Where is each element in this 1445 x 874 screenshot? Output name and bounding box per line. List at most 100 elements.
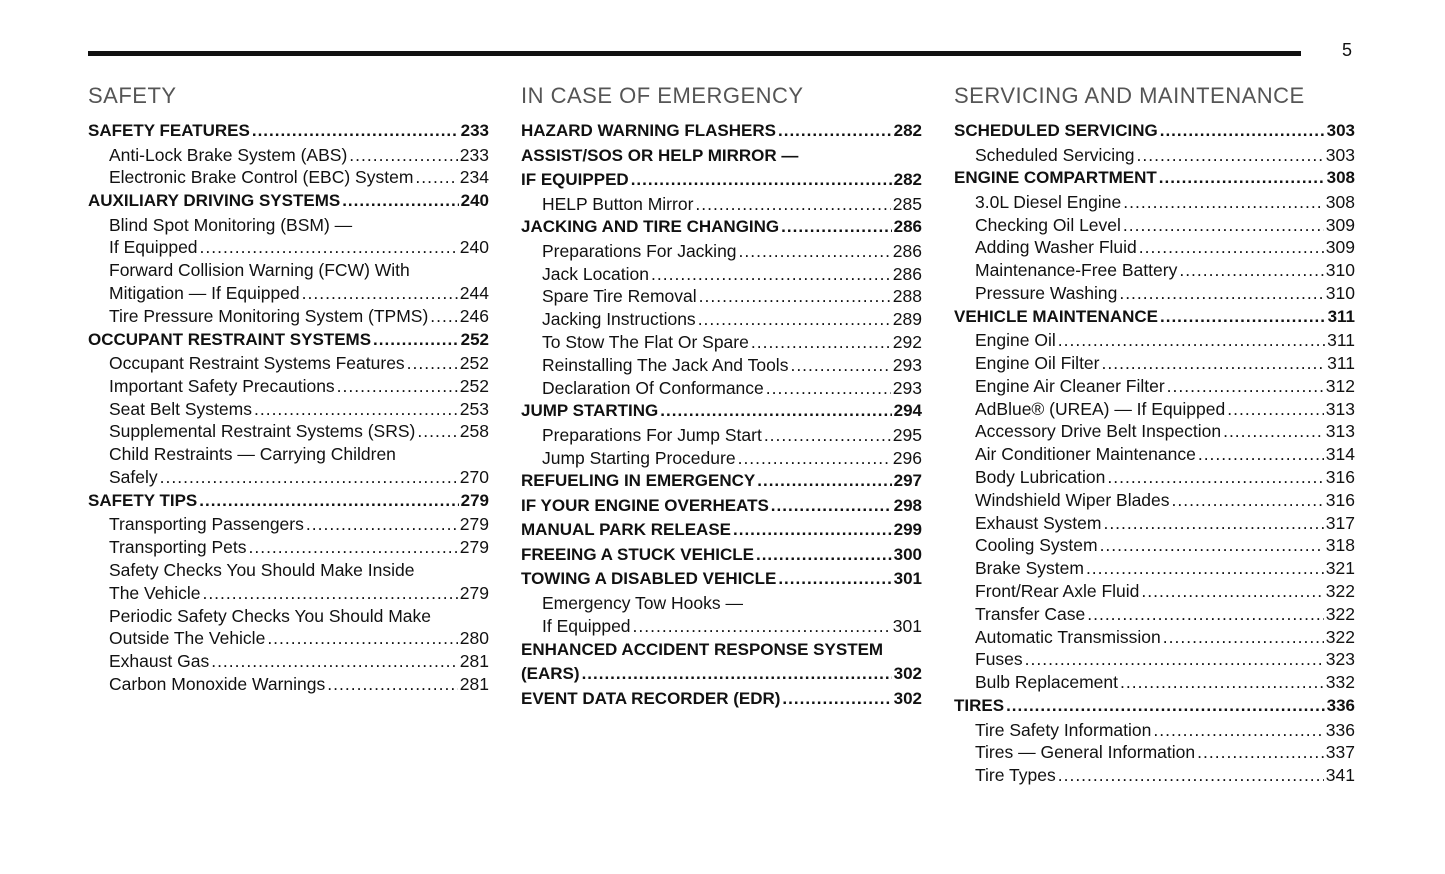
- toc-entry[interactable]: The Vehicle 279: [88, 582, 489, 605]
- toc-entry[interactable]: Transporting Pets 279: [88, 536, 489, 559]
- entry-page-number: 240: [459, 237, 489, 258]
- entry-page-number: 308: [1326, 168, 1355, 188]
- toc-entry[interactable]: Outside The Vehicle 280: [88, 627, 489, 650]
- toc-entry[interactable]: OCCUPANT RESTRAINT SYSTEMS 252: [88, 328, 489, 353]
- entry-title: Jacking Instructions: [542, 309, 696, 330]
- toc-entry[interactable]: IF EQUIPPED 282: [521, 168, 922, 193]
- toc-entry[interactable]: Mitigation — If Equipped 244: [88, 282, 489, 305]
- entry-title: Fuses: [975, 649, 1023, 670]
- toc-entry[interactable]: Declaration Of Conformance 293: [521, 377, 922, 400]
- toc-entry[interactable]: Seat Belt Systems 253: [88, 398, 489, 421]
- toc-entry[interactable]: SCHEDULED SERVICING 303: [954, 119, 1355, 144]
- toc-entry[interactable]: Safely 270: [88, 466, 489, 489]
- entry-page-number: 286: [893, 217, 922, 237]
- dot-leader: [782, 687, 891, 712]
- toc-entry[interactable]: (EARS) 302: [521, 662, 922, 687]
- toc-entry[interactable]: JUMP STARTING 294: [521, 399, 922, 424]
- toc-entry[interactable]: If Equipped 240: [88, 236, 489, 259]
- toc-entry[interactable]: Preparations For Jump Start 295: [521, 424, 922, 447]
- toc-entry[interactable]: Front/Rear Axle Fluid 322: [954, 580, 1355, 603]
- toc-entry[interactable]: Engine Oil 311: [954, 329, 1355, 352]
- toc-entry[interactable]: Checking Oil Level 309: [954, 214, 1355, 237]
- toc-entry[interactable]: Important Safety Precautions 252: [88, 375, 489, 398]
- dot-leader: [1087, 603, 1324, 626]
- toc-entry[interactable]: TIRES 336: [954, 694, 1355, 719]
- dot-leader: [733, 518, 892, 543]
- toc-entry[interactable]: Jump Starting Procedure 296: [521, 447, 922, 470]
- toc-entry[interactable]: EVENT DATA RECORDER (EDR) 302: [521, 687, 922, 712]
- entry-page-number: 288: [892, 286, 922, 307]
- toc-entry[interactable]: Exhaust System 317: [954, 512, 1355, 535]
- toc-entry[interactable]: Body Lubrication 316: [954, 466, 1355, 489]
- toc-entry[interactable]: Jacking Instructions 289: [521, 308, 922, 331]
- entry-page-number: 316: [1325, 467, 1355, 488]
- toc-entry[interactable]: MANUAL PARK RELEASE 299: [521, 518, 922, 543]
- toc-entry[interactable]: AUXILIARY DRIVING SYSTEMS 240: [88, 189, 489, 214]
- toc-entry[interactable]: Transporting Passengers 279: [88, 513, 489, 536]
- entry-title: Engine Air Cleaner Filter: [975, 375, 1165, 396]
- toc-entry[interactable]: Windshield Wiper Blades 316: [954, 489, 1355, 512]
- toc-entry[interactable]: Reinstalling The Jack And Tools 293: [521, 354, 922, 377]
- toc-entry[interactable]: SAFETY FEATURES 233: [88, 119, 489, 144]
- dot-leader: [660, 399, 891, 424]
- toc-entry[interactable]: Occupant Restraint Systems Features 252: [88, 352, 489, 375]
- entry-page-number: 289: [892, 309, 922, 330]
- toc-entry[interactable]: HELP Button Mirror 285: [521, 193, 922, 216]
- toc-entry[interactable]: Bulb Replacement 332: [954, 671, 1355, 694]
- toc-entry[interactable]: Maintenance-Free Battery 310: [954, 259, 1355, 282]
- toc-entry[interactable]: VEHICLE MAINTENANCE 311: [954, 305, 1355, 330]
- toc-entry[interactable]: Jack Location 286: [521, 263, 922, 286]
- toc-entry[interactable]: ENGINE COMPARTMENT 308: [954, 166, 1355, 191]
- toc-entry[interactable]: Accessory Drive Belt Inspection 313: [954, 420, 1355, 443]
- entry-page-number: 281: [459, 673, 489, 694]
- toc-entry[interactable]: Tire Pressure Monitoring System (TPMS) 24…: [88, 305, 489, 328]
- toc-entry[interactable]: To Stow The Flat Or Spare 292: [521, 331, 922, 354]
- entry-title: Cooling System: [975, 535, 1098, 556]
- toc-entry[interactable]: Anti-Lock Brake System (ABS) 233: [88, 144, 489, 167]
- entry-title: Air Conditioner Maintenance: [975, 444, 1196, 465]
- toc-entry[interactable]: Air Conditioner Maintenance 314: [954, 443, 1355, 466]
- toc-entry[interactable]: Fuses 323: [954, 648, 1355, 671]
- toc-entry[interactable]: Preparations For Jacking 286: [521, 240, 922, 263]
- toc-entry[interactable]: Transfer Case 322: [954, 603, 1355, 626]
- toc-entry[interactable]: Tires — General Information 337: [954, 741, 1355, 764]
- entry-title: Tire Safety Information: [975, 719, 1152, 740]
- entry-title: IF EQUIPPED: [521, 170, 629, 189]
- toc-entry[interactable]: Engine Air Cleaner Filter 312: [954, 375, 1355, 398]
- toc-entry[interactable]: 3.0L Diesel Engine 308: [954, 191, 1355, 214]
- toc-entry[interactable]: Tire Types 341: [954, 764, 1355, 787]
- entry-title: Transporting Passengers: [109, 514, 304, 535]
- dot-leader: [1179, 259, 1323, 282]
- toc-entry[interactable]: Brake System 321: [954, 557, 1355, 580]
- toc-entry[interactable]: If Equipped 301: [521, 615, 922, 638]
- toc-entry[interactable]: Pressure Washing 310: [954, 282, 1355, 305]
- toc-entry[interactable]: Adding Washer Fluid 309: [954, 236, 1355, 259]
- entry-title: If Equipped: [542, 615, 631, 636]
- toc-entry[interactable]: IF YOUR ENGINE OVERHEATS 298: [521, 494, 922, 519]
- entry-page-number: 322: [1325, 603, 1355, 624]
- toc-entry[interactable]: Exhaust Gas 281: [88, 650, 489, 673]
- entry-title: SCHEDULED SERVICING: [954, 121, 1158, 140]
- toc-entry[interactable]: Automatic Transmission 322: [954, 626, 1355, 649]
- dot-leader: [327, 673, 458, 696]
- toc-entry[interactable]: JACKING AND TIRE CHANGING 286: [521, 215, 922, 240]
- toc-entry[interactable]: Cooling System 318: [954, 534, 1355, 557]
- toc-entry[interactable]: Spare Tire Removal 288: [521, 285, 922, 308]
- toc-entry[interactable]: TOWING A DISABLED VEHICLE 301: [521, 567, 922, 592]
- toc-entry[interactable]: Scheduled Servicing 303: [954, 144, 1355, 167]
- toc-entry[interactable]: Supplemental Restraint Systems (SRS) 258: [88, 420, 489, 443]
- toc-entry[interactable]: REFUELING IN EMERGENCY 297: [521, 469, 922, 494]
- toc-entry[interactable]: SAFETY TIPS 279: [88, 489, 489, 514]
- dot-leader: [1123, 191, 1324, 214]
- dot-leader: [1223, 420, 1324, 443]
- toc-entry[interactable]: AdBlue® (UREA) — If Equipped 313: [954, 398, 1355, 421]
- toc-entry[interactable]: Electronic Brake Control (EBC) System 234: [88, 166, 489, 189]
- toc-entry[interactable]: FREEING A STUCK VEHICLE 300: [521, 543, 922, 568]
- toc-entry[interactable]: Carbon Monoxide Warnings 281: [88, 673, 489, 696]
- entry-page-number: 310: [1325, 260, 1355, 281]
- toc-entry[interactable]: HAZARD WARNING FLASHERS 282: [521, 119, 922, 144]
- entry-page-number: 301: [892, 615, 922, 636]
- toc-entry-continuation: ENHANCED ACCIDENT RESPONSE SYSTEM: [521, 638, 922, 663]
- toc-entry[interactable]: Engine Oil Filter 311: [954, 352, 1355, 375]
- toc-entry[interactable]: Tire Safety Information 336: [954, 719, 1355, 742]
